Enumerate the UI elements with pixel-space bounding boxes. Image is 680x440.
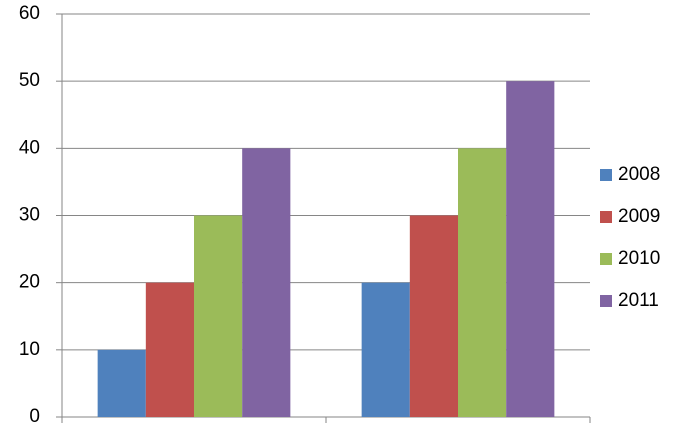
bar (409, 215, 458, 417)
y-tick-label: 60 (19, 3, 40, 24)
legend-label: 2011 (618, 290, 659, 311)
y-tick-label: 50 (19, 70, 40, 91)
bar (194, 215, 243, 417)
y-tick-label: 30 (19, 205, 40, 226)
bar (145, 282, 194, 417)
y-tick-label: 20 (19, 272, 40, 293)
y-tick-label: 40 (19, 137, 40, 158)
legend-swatch (600, 253, 612, 265)
bar (361, 282, 410, 417)
legend-label: 2008 (618, 164, 660, 185)
legend-swatch (600, 211, 612, 223)
y-tick-label: 0 (29, 406, 40, 427)
legend-label: 2009 (618, 206, 660, 227)
bar (97, 349, 146, 417)
bar (242, 148, 291, 418)
bar (506, 81, 555, 418)
bar (458, 148, 507, 418)
legend-label: 2010 (618, 248, 660, 269)
legend-swatch (600, 295, 612, 307)
legend-swatch (600, 169, 612, 181)
y-tick-label: 10 (19, 339, 40, 360)
